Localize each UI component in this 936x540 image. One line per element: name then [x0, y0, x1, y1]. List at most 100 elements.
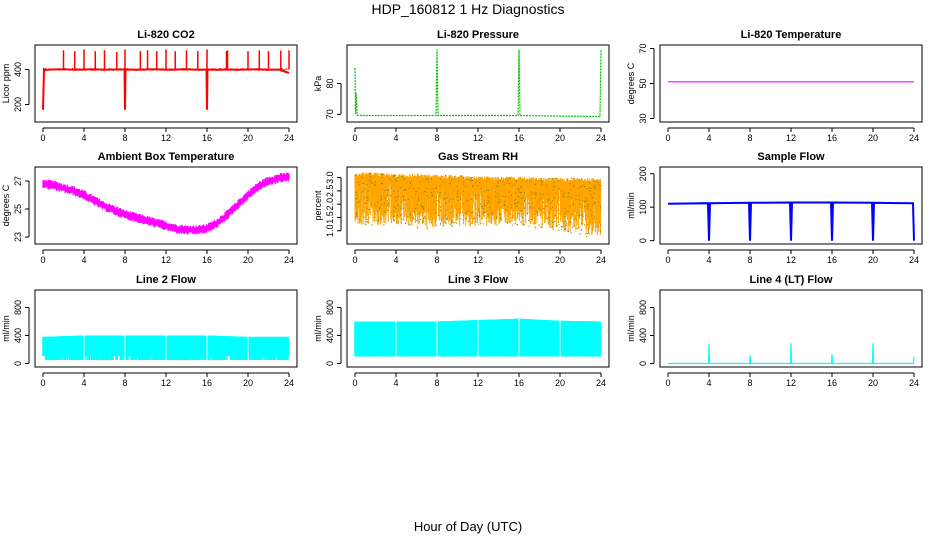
data-point — [457, 190, 459, 192]
data-point — [386, 175, 388, 177]
data-point — [468, 179, 470, 181]
data-point — [561, 226, 563, 228]
data-point — [581, 205, 583, 207]
data-point — [463, 183, 465, 185]
data-point — [359, 219, 361, 221]
data-point — [510, 206, 512, 208]
data-point — [450, 221, 452, 223]
data-point — [498, 213, 500, 215]
data-point — [526, 180, 528, 182]
data-point — [509, 177, 511, 179]
data-point — [427, 181, 429, 183]
data-point — [387, 203, 389, 205]
data-point — [487, 200, 489, 202]
x-tick-label: 8 — [747, 133, 752, 143]
data-point — [395, 207, 397, 209]
data-point — [540, 226, 542, 228]
data-point — [463, 181, 465, 183]
data-point — [439, 185, 441, 187]
data-point — [471, 211, 473, 213]
data-point — [535, 192, 537, 194]
data-point — [386, 189, 388, 191]
x-tick-label: 16 — [827, 133, 837, 143]
data-point — [395, 180, 397, 182]
data-point — [423, 218, 425, 220]
data-point — [521, 180, 523, 182]
data-point — [516, 224, 518, 226]
x-tick-label: 12 — [786, 133, 796, 143]
x-tick-label: 4 — [81, 378, 86, 388]
x-tick-label: 12 — [473, 133, 483, 143]
data-point — [518, 191, 520, 193]
data-point — [436, 200, 438, 202]
data-point — [558, 209, 560, 211]
data-point — [599, 188, 601, 190]
data-point — [514, 198, 516, 200]
data-point — [445, 202, 447, 204]
y-tick-label: 800 — [13, 300, 23, 315]
data-point — [455, 222, 457, 224]
data-point — [432, 188, 434, 190]
data-point — [370, 181, 372, 183]
data-point — [551, 221, 553, 223]
data-point — [466, 179, 468, 181]
data-point — [483, 212, 485, 214]
figure-title: HDP_160812 1 Hz Diagnostics — [372, 1, 565, 17]
data-point — [504, 201, 506, 203]
data-point — [422, 208, 424, 210]
data-point — [594, 216, 596, 218]
data-point — [550, 202, 552, 204]
data-point — [497, 195, 499, 197]
x-tick-label: 24 — [909, 255, 919, 265]
data-point — [359, 199, 361, 201]
data-point — [378, 208, 380, 210]
x-tick-label: 8 — [122, 378, 127, 388]
data-point — [539, 208, 541, 210]
data-point — [401, 213, 403, 215]
data-point — [570, 177, 572, 179]
data-point — [405, 222, 407, 224]
data-point — [588, 204, 590, 206]
y-tick-label: 0 — [13, 361, 23, 366]
data-point — [496, 224, 498, 226]
data-point — [496, 216, 498, 218]
data-point — [393, 210, 395, 212]
data-point — [488, 197, 490, 199]
data-point — [370, 203, 372, 205]
data-point — [558, 229, 560, 231]
data-point — [537, 201, 539, 203]
data-point — [511, 224, 513, 226]
data-point — [545, 205, 547, 207]
data-point — [402, 207, 404, 209]
data-point — [408, 223, 410, 225]
data-point — [423, 206, 425, 208]
data-point — [364, 188, 366, 190]
data-point — [590, 190, 592, 192]
data-point — [418, 196, 420, 198]
data-point — [548, 216, 550, 218]
data-point — [381, 188, 383, 190]
data-point — [562, 221, 564, 223]
data-point — [393, 175, 395, 177]
data-point — [514, 199, 516, 201]
data-point — [436, 203, 438, 205]
data-point — [592, 218, 594, 220]
data-point — [476, 214, 478, 216]
data-point — [477, 185, 479, 187]
data-point — [498, 198, 500, 200]
data-point — [540, 223, 542, 225]
data-point — [458, 208, 460, 210]
data-point — [366, 183, 368, 185]
data-point — [434, 212, 436, 214]
x-tick-label: 20 — [243, 378, 253, 388]
data-point — [538, 224, 540, 226]
data-point — [516, 206, 518, 208]
x-tick-label: 12 — [161, 255, 171, 265]
x-tick-label: 0 — [40, 255, 45, 265]
data-point — [369, 186, 371, 188]
y-axis-label: degrees C — [1, 184, 11, 226]
data-point — [584, 199, 586, 201]
data-point — [558, 224, 560, 226]
data-point — [564, 213, 566, 215]
